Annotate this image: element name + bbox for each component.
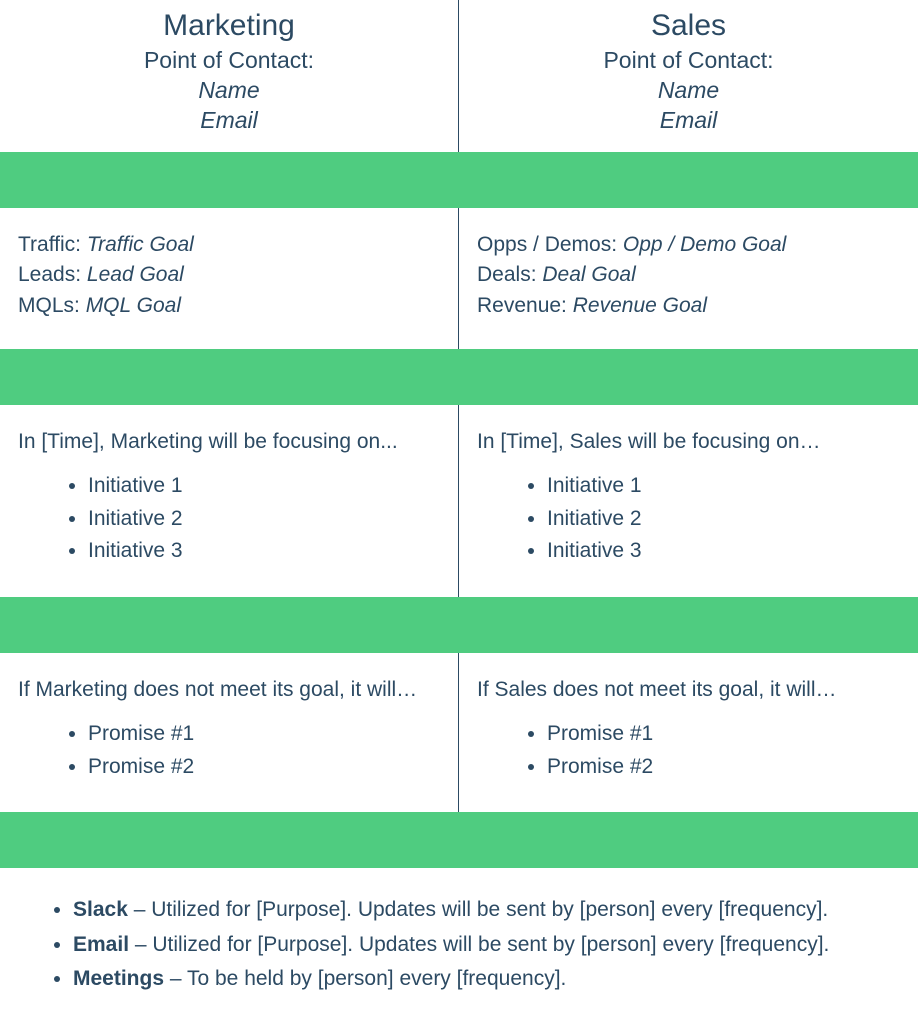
marketing-focus: In [Time], Marketing will be focusing on… [0, 405, 459, 597]
sales-poc-label: Point of Contact: [459, 46, 918, 76]
miss-lead: If Sales does not meet its goal, it will… [477, 675, 900, 705]
divider-bar-4 [0, 812, 918, 868]
focus-item: Initiative 1 [547, 471, 900, 501]
sales-header: Sales Point of Contact: Name Email [459, 0, 918, 152]
goal-item: Leads: Lead Goal [18, 260, 440, 290]
communication-channel: Email [73, 933, 129, 956]
marketing-title: Marketing [0, 8, 458, 44]
communication-item: Slack – Utilized for [Purpose]. Updates … [73, 894, 900, 927]
goal-value: Revenue Goal [573, 294, 707, 317]
sales-miss: If Sales does not meet its goal, it will… [459, 653, 918, 812]
goal-item: Opps / Demos: Opp / Demo Goal [477, 230, 900, 260]
marketing-goals: Traffic: Traffic Goal Leads: Lead Goal M… [0, 208, 459, 349]
goal-label: Revenue: [477, 294, 567, 317]
goal-value: MQL Goal [86, 294, 181, 317]
sla-template: Marketing Point of Contact: Name Email S… [0, 0, 918, 1018]
goal-value: Traffic Goal [87, 233, 194, 256]
goal-item: MQLs: MQL Goal [18, 291, 440, 321]
focus-list: Initiative 1 Initiative 2 Initiative 3 [477, 471, 900, 566]
focus-item: Initiative 3 [88, 536, 440, 566]
miss-list: Promise #1 Promise #2 [18, 719, 440, 782]
goal-label: Deals: [477, 263, 537, 286]
miss-item: Promise #2 [88, 752, 440, 782]
goals-row: Traffic: Traffic Goal Leads: Lead Goal M… [0, 208, 918, 349]
marketing-poc-label: Point of Contact: [0, 46, 458, 76]
marketing-miss: If Marketing does not meet its goal, it … [0, 653, 459, 812]
divider-bar-2 [0, 349, 918, 405]
focus-item: Initiative 1 [88, 471, 440, 501]
sales-poc-name: Name [459, 76, 918, 106]
divider-bar-1 [0, 152, 918, 208]
sales-poc-email: Email [459, 106, 918, 136]
focus-lead: In [Time], Marketing will be focusing on… [18, 427, 440, 457]
communication-text: – Utilized for [Purpose]. Updates will b… [129, 933, 829, 956]
focus-row: In [Time], Marketing will be focusing on… [0, 405, 918, 597]
sales-focus: In [Time], Sales will be focusing on… In… [459, 405, 918, 597]
communication-channel: Slack [73, 898, 128, 921]
goal-label: Traffic: [18, 233, 81, 256]
miss-list: Promise #1 Promise #2 [477, 719, 900, 782]
communication-item: Email – Utilized for [Purpose]. Updates … [73, 929, 900, 962]
goal-item: Deals: Deal Goal [477, 260, 900, 290]
goal-label: MQLs: [18, 294, 80, 317]
miss-item: Promise #1 [88, 719, 440, 749]
communication-list: Slack – Utilized for [Purpose]. Updates … [18, 894, 900, 996]
goal-value: Opp / Demo Goal [623, 233, 786, 256]
header-row: Marketing Point of Contact: Name Email S… [0, 0, 918, 152]
miss-lead: If Marketing does not meet its goal, it … [18, 675, 440, 705]
marketing-poc-name: Name [0, 76, 458, 106]
communication-item: Meetings – To be held by [person] every … [73, 963, 900, 996]
communication-text: – Utilized for [Purpose]. Updates will b… [128, 898, 828, 921]
miss-item: Promise #2 [547, 752, 900, 782]
divider-bar-3 [0, 597, 918, 653]
focus-item: Initiative 2 [547, 504, 900, 534]
communication-text: – To be held by [person] every [frequenc… [164, 967, 566, 990]
marketing-header: Marketing Point of Contact: Name Email [0, 0, 459, 152]
sales-title: Sales [459, 8, 918, 44]
communication-section: Slack – Utilized for [Purpose]. Updates … [0, 868, 918, 1018]
goal-value: Lead Goal [87, 263, 184, 286]
focus-list: Initiative 1 Initiative 2 Initiative 3 [18, 471, 440, 566]
goal-label: Leads: [18, 263, 81, 286]
goal-item: Revenue: Revenue Goal [477, 291, 900, 321]
miss-row: If Marketing does not meet its goal, it … [0, 653, 918, 812]
goal-value: Deal Goal [542, 263, 635, 286]
marketing-poc-email: Email [0, 106, 458, 136]
focus-lead: In [Time], Sales will be focusing on… [477, 427, 900, 457]
miss-item: Promise #1 [547, 719, 900, 749]
focus-item: Initiative 3 [547, 536, 900, 566]
goal-label: Opps / Demos: [477, 233, 617, 256]
communication-channel: Meetings [73, 967, 164, 990]
sales-goals: Opps / Demos: Opp / Demo Goal Deals: Dea… [459, 208, 918, 349]
focus-item: Initiative 2 [88, 504, 440, 534]
goal-item: Traffic: Traffic Goal [18, 230, 440, 260]
